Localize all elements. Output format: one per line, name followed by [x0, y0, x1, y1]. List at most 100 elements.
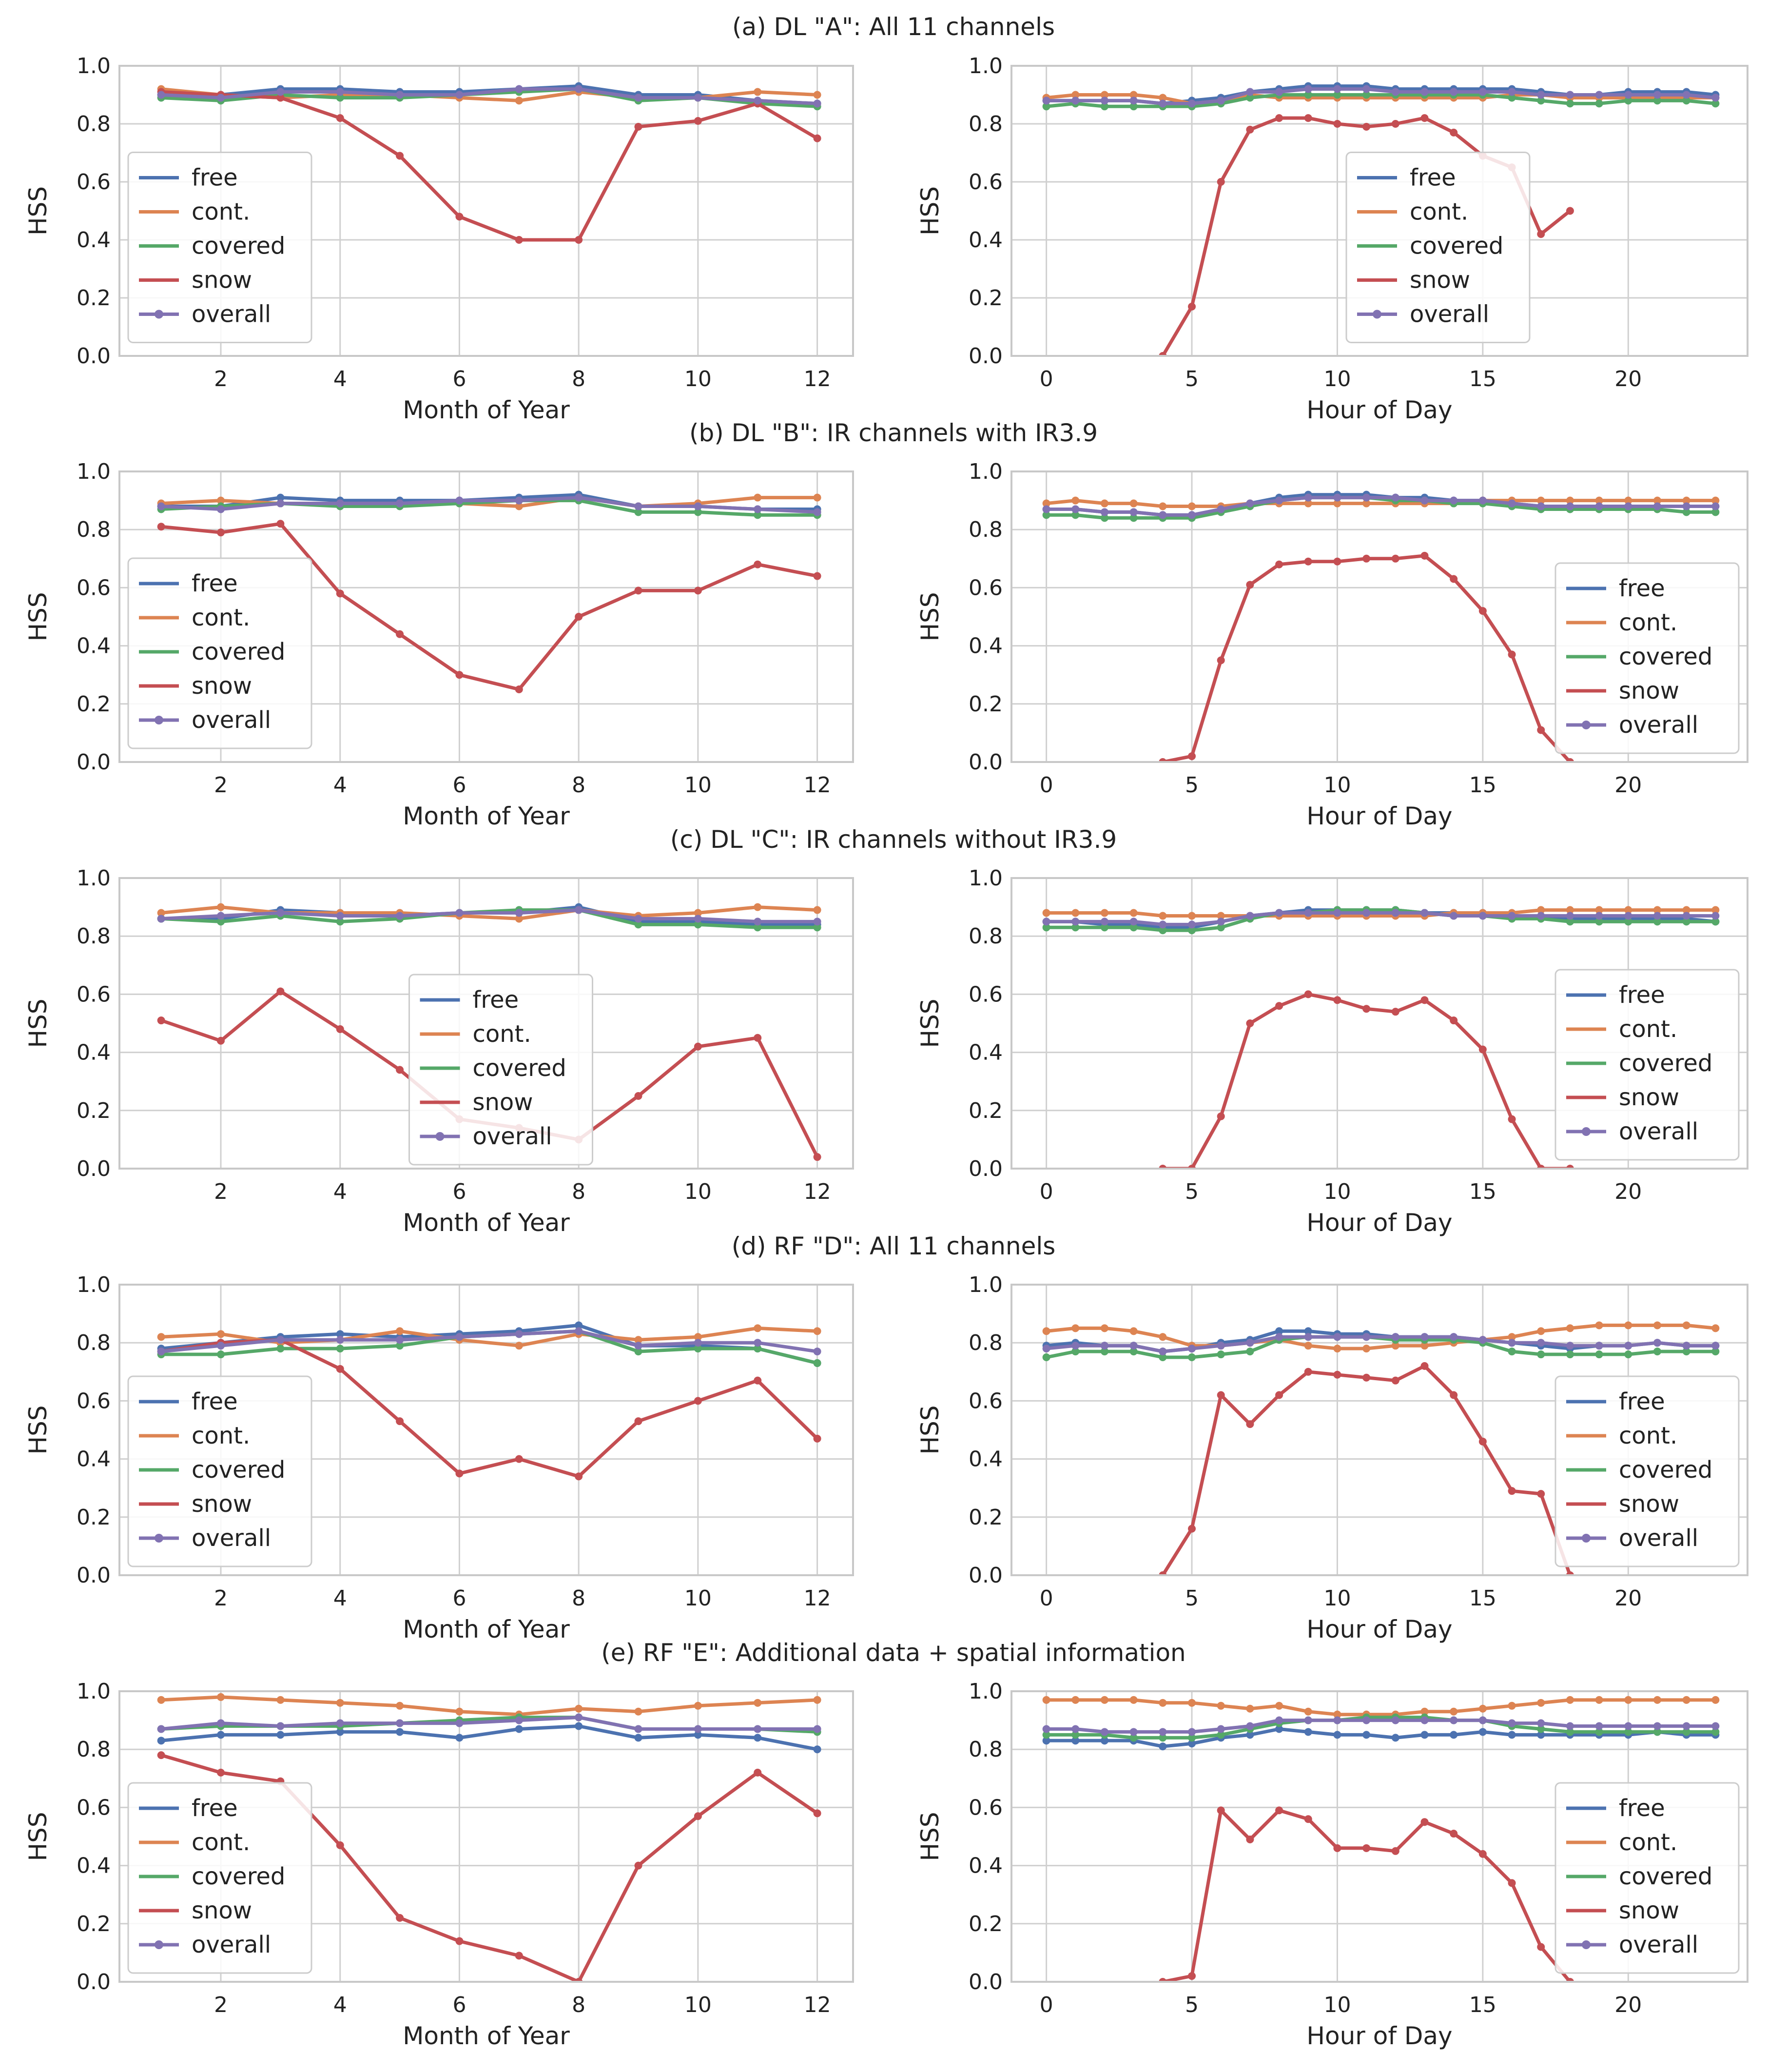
data-point-cont	[1362, 1345, 1371, 1353]
legend-label-overall: overall	[192, 301, 271, 328]
data-point-snow	[1478, 1437, 1487, 1446]
data-point-overall	[1624, 502, 1632, 510]
y-axis-label: HSS	[916, 1812, 944, 1861]
data-point-snow	[1275, 1002, 1283, 1010]
data-point-overall	[1275, 496, 1283, 505]
data-point-overall	[157, 1348, 165, 1356]
data-point-cont	[1217, 1701, 1225, 1710]
panel-grid: (a) DL "A": All 11 channels0.00.20.40.60…	[24, 13, 1748, 2050]
y-tick-label: 0.8	[969, 1330, 1003, 1355]
data-point-overall	[1595, 91, 1603, 99]
y-tick-label: 0.8	[77, 517, 111, 542]
data-point-free	[1071, 1737, 1080, 1745]
data-point-snow	[694, 1042, 702, 1051]
data-point-snow	[813, 134, 821, 142]
data-point-overall	[217, 1342, 225, 1350]
y-tick-label: 1.0	[77, 1272, 111, 1297]
data-point-overall	[1478, 912, 1487, 920]
data-point-cont	[1159, 94, 1167, 102]
data-point-snow	[1188, 302, 1196, 311]
data-point-covered	[217, 1350, 225, 1359]
y-tick-label: 0.8	[77, 1330, 111, 1355]
x-tick-label: 20	[1614, 367, 1642, 391]
y-tick-label: 0.0	[77, 750, 111, 775]
legend-label-overall: overall	[473, 1123, 552, 1150]
data-point-snow	[1420, 996, 1429, 1004]
data-point-overall	[1100, 97, 1108, 105]
legend: free cont. covered snow overall	[1345, 152, 1531, 343]
series-line-overall	[159, 1329, 819, 1353]
x-tick-label: 0	[1040, 1586, 1053, 1611]
y-tick-label: 0.8	[969, 1737, 1003, 1762]
data-point-covered	[1217, 923, 1225, 932]
data-point-covered	[217, 918, 225, 926]
data-point-cont	[754, 88, 762, 96]
series-line-free	[1045, 1727, 1717, 1748]
data-point-overall	[396, 1719, 404, 1727]
data-point-covered	[1682, 1728, 1690, 1736]
data-point-cont	[1566, 1324, 1574, 1332]
data-point-cont	[1508, 1701, 1516, 1710]
data-point-overall	[694, 502, 702, 510]
x-tick-label: 2	[214, 1179, 228, 1204]
y-tick-label: 0.2	[77, 1912, 111, 1936]
legend-label-free: free	[1410, 164, 1456, 192]
legend-box	[1554, 969, 1740, 1161]
data-point-overall	[1042, 97, 1050, 105]
y-tick-label: 0.8	[969, 924, 1003, 949]
data-point-snow	[813, 572, 821, 580]
data-point-cont	[1711, 496, 1720, 505]
data-point-overall	[1450, 88, 1458, 96]
data-point-covered	[396, 1342, 404, 1350]
data-point-overall	[1362, 909, 1371, 917]
series-line-overall	[1045, 911, 1717, 926]
data-point-snow	[1275, 1391, 1283, 1399]
data-point-covered	[1217, 1350, 1225, 1359]
data-point-covered	[1682, 508, 1690, 516]
data-point-overall	[1304, 493, 1312, 502]
data-point-snow	[515, 236, 523, 244]
data-point-cont	[1042, 499, 1050, 508]
legend-box	[127, 1782, 312, 1974]
data-point-overall	[694, 1339, 702, 1347]
data-point-cont	[754, 1699, 762, 1707]
data-point-free	[515, 1725, 523, 1733]
data-point-overall	[1420, 88, 1429, 96]
legend-label-cont: cont.	[473, 1020, 531, 1048]
data-point-cont	[1100, 1696, 1108, 1704]
data-point-covered	[1188, 1734, 1196, 1742]
x-tick-label: 15	[1469, 1179, 1496, 1204]
legend-box	[1554, 562, 1740, 754]
data-point-covered	[754, 1345, 762, 1353]
data-point-free	[694, 1731, 702, 1739]
plot-area	[1042, 906, 1720, 1169]
x-tick-label: 6	[452, 1586, 466, 1611]
data-point-cont	[1188, 502, 1196, 510]
legend-label-cont: cont.	[1619, 1016, 1677, 1043]
x-axis-label: Hour of Day	[1306, 1209, 1452, 1237]
legend-label-free: free	[192, 570, 238, 597]
data-point-cont	[217, 1693, 225, 1701]
x-tick-label: 15	[1469, 773, 1496, 798]
data-point-snow	[1508, 1487, 1516, 1495]
data-point-cont	[1711, 906, 1720, 914]
x-axis-label: Month of Year	[403, 1615, 570, 1643]
data-point-snow	[634, 586, 642, 595]
legend-label-covered: covered	[1410, 233, 1503, 260]
data-point-overall	[575, 1713, 583, 1721]
series-line-cont	[1045, 1698, 1717, 1717]
series-line-overall	[1045, 1335, 1717, 1353]
data-point-cont	[1275, 1701, 1283, 1710]
data-point-covered	[1071, 511, 1080, 519]
data-point-snow	[1333, 996, 1341, 1004]
data-point-overall	[336, 499, 344, 508]
data-point-overall	[1159, 511, 1167, 519]
x-tick-label: 15	[1469, 1993, 1496, 2017]
y-axis-label: HSS	[24, 186, 52, 235]
data-point-covered	[1071, 1731, 1080, 1739]
data-point-cont	[1100, 1324, 1108, 1332]
data-point-overall	[1420, 496, 1429, 505]
data-point-covered	[1100, 514, 1108, 522]
data-point-covered	[1042, 511, 1050, 519]
data-point-overall	[157, 502, 165, 510]
